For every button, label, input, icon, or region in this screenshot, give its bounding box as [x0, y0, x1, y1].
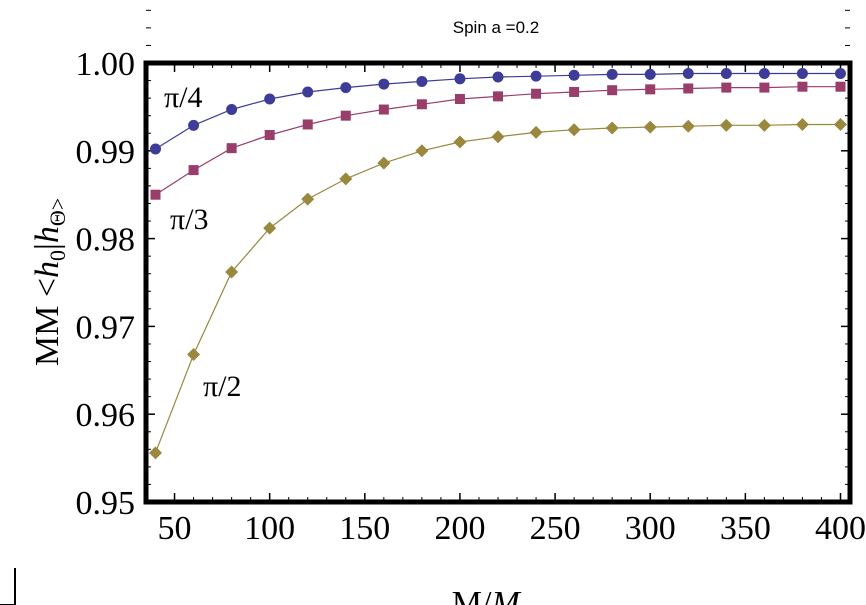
data-point [796, 68, 808, 80]
data-point [569, 86, 580, 97]
data-point [150, 189, 161, 200]
data-point [795, 117, 809, 131]
data-point [378, 78, 390, 90]
x-tick-label: 400 [815, 510, 866, 547]
data-point [683, 83, 694, 94]
data-point [491, 130, 505, 144]
data-point [149, 446, 163, 460]
x-tick-label: 350 [720, 510, 771, 547]
data-point [339, 172, 353, 186]
data-point [493, 91, 503, 102]
x-axis-label: M/M⊙ [452, 585, 538, 605]
y-axis-label: MM <h0|hΘ> [29, 198, 70, 366]
data-point [531, 88, 542, 99]
data-point [682, 68, 694, 80]
plot-frame [143, 60, 853, 505]
data-point [797, 81, 808, 92]
data-point [416, 75, 428, 87]
data-point [454, 73, 466, 85]
data-point [605, 121, 619, 135]
data-point [607, 85, 618, 96]
data-point [835, 81, 846, 92]
data-point [187, 347, 201, 361]
data-point [225, 265, 239, 279]
data-point [721, 82, 732, 93]
x-tick-label: 100 [244, 510, 295, 547]
data-point [645, 84, 656, 95]
data-point [264, 129, 275, 140]
data-point [568, 69, 580, 81]
data-point [302, 119, 313, 130]
data-point [454, 93, 465, 104]
data-point [759, 82, 770, 93]
data-point [188, 165, 199, 176]
data-point [377, 156, 391, 170]
data-point [719, 118, 733, 132]
y-tick-label: 0.98 [76, 222, 136, 259]
series-line-2 [154, 123, 841, 454]
data-point [416, 99, 427, 110]
data-point [757, 118, 771, 132]
data-point [530, 70, 542, 82]
annotation-pi-4: π/4 [164, 81, 202, 114]
data-point [720, 68, 732, 80]
data-point [453, 135, 467, 149]
data-point [378, 104, 389, 115]
series-markers [149, 68, 847, 460]
x-tick-label: 300 [625, 510, 676, 547]
data-point [529, 125, 543, 139]
data-point [834, 68, 846, 80]
x-tick-label: 150 [339, 510, 390, 547]
data-point [644, 68, 656, 80]
data-point [302, 86, 314, 98]
y-tick-label: 0.99 [76, 134, 136, 171]
data-point [606, 68, 618, 80]
data-point [150, 143, 162, 155]
chart-title: Spin a =0.2 [453, 18, 540, 37]
data-point [681, 119, 695, 133]
y-tick-label: 0.96 [76, 397, 136, 434]
data-point [340, 82, 352, 94]
data-point [188, 119, 200, 131]
x-tick-label: 250 [530, 510, 581, 547]
x-tick-label: 200 [434, 510, 485, 547]
y-tick-label: 0.97 [76, 309, 136, 346]
data-point [643, 120, 657, 134]
data-point [340, 110, 351, 121]
data-point [301, 192, 315, 206]
y-tick-label: 1.00 [76, 46, 136, 83]
data-point [226, 104, 238, 116]
data-point [226, 143, 237, 154]
data-point [263, 221, 277, 235]
data-point [758, 68, 770, 80]
data-point [264, 93, 276, 105]
annotation-pi-3: π/3 [170, 203, 208, 236]
annotation-pi-2: π/2 [203, 370, 241, 403]
data-point [415, 144, 429, 158]
data-point [567, 123, 581, 137]
y-tick-label: 0.95 [76, 485, 136, 522]
x-tick-label: 50 [158, 510, 192, 547]
axis-ticks: 50 100 150 200 250 300 350 400 0.95 0.96 0.97 0.98 0… [76, 9, 866, 547]
data-point [833, 117, 847, 131]
data-point [492, 71, 504, 83]
